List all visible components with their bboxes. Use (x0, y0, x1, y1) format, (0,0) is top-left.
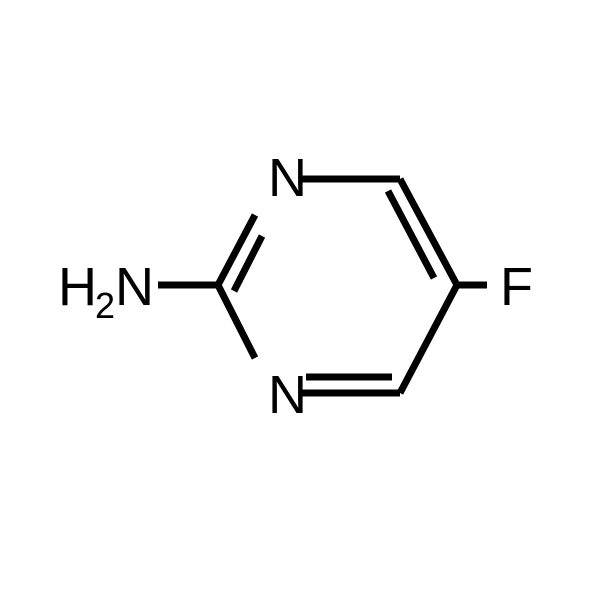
h2n-subscript-2: 2 (95, 285, 115, 326)
atom-f: F (500, 257, 533, 317)
molecule-diagram: N N F H 2 N (0, 0, 600, 600)
bond-n3-c2 (218, 285, 255, 358)
bond-layer (158, 179, 487, 393)
atom-n-bottom: N (268, 365, 307, 425)
atom-n-top: N (268, 148, 307, 208)
h2n-h: H (58, 257, 97, 317)
h2n-n: N (115, 257, 154, 317)
bond-c2-n1 (218, 215, 255, 285)
bond-c5-c4 (400, 285, 457, 393)
